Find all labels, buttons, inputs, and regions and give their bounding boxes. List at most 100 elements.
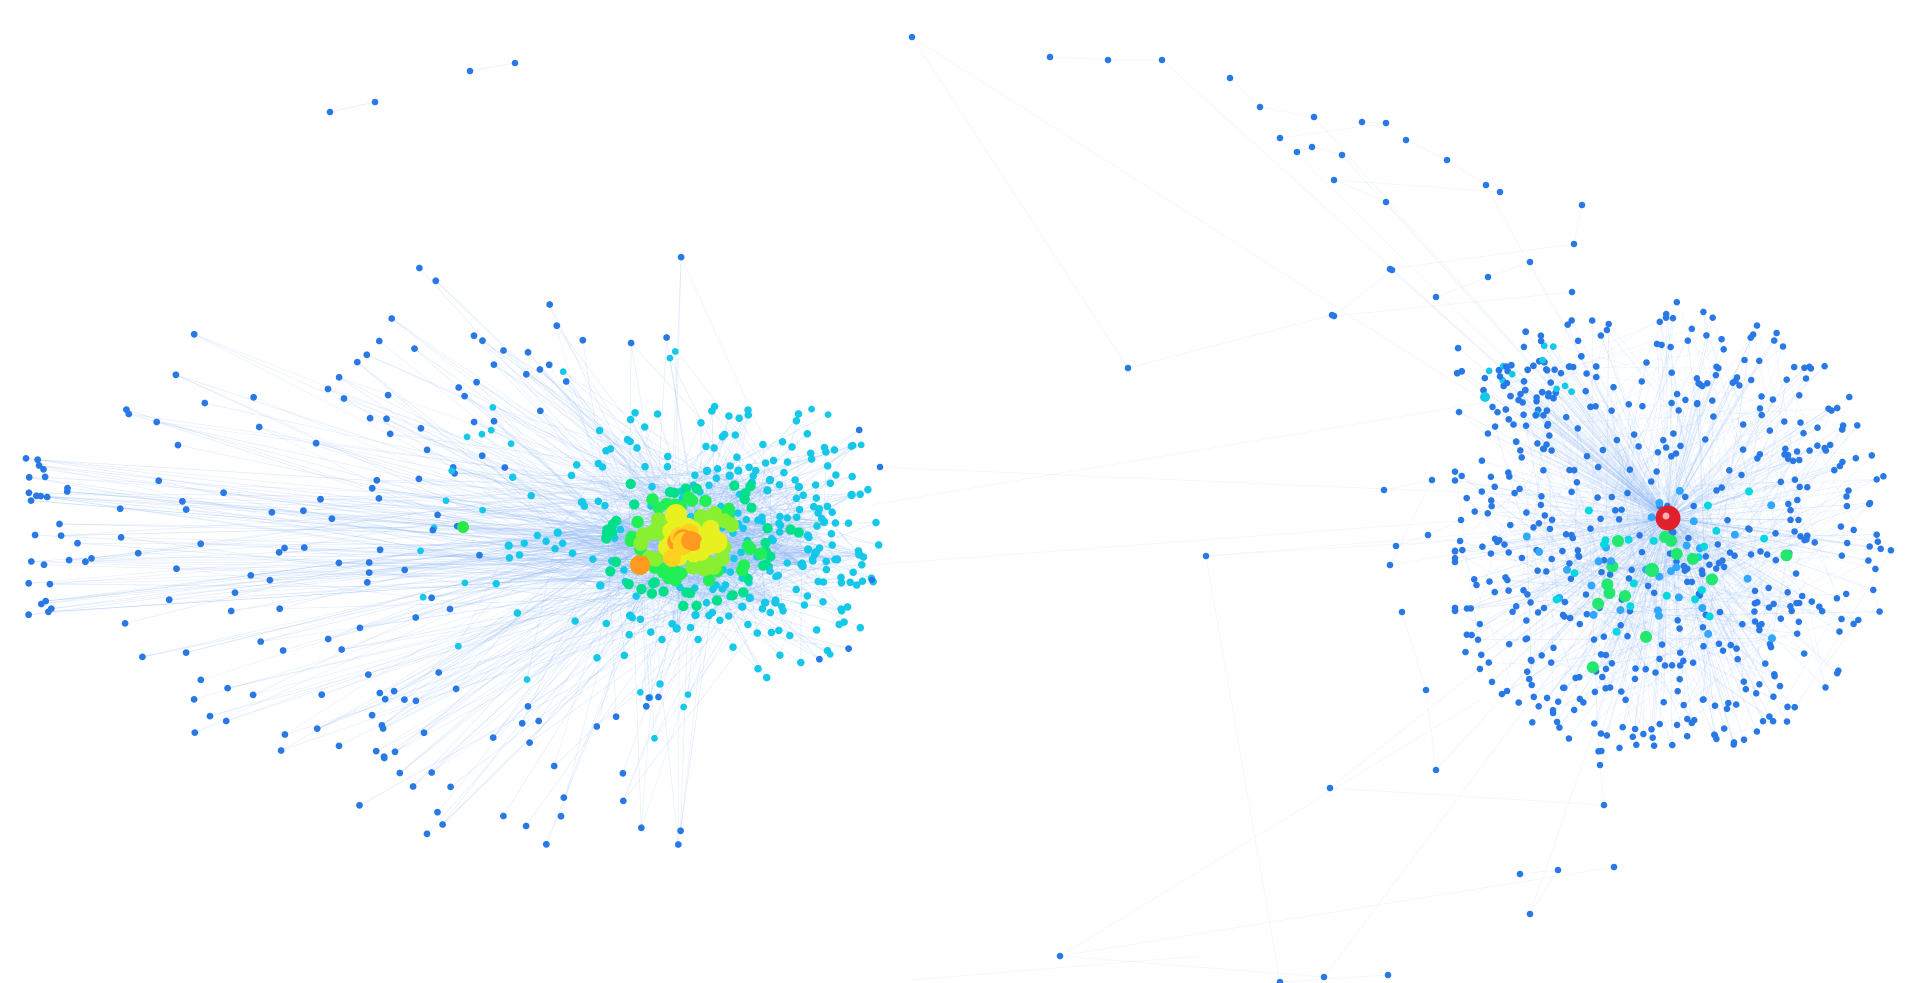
right-peripheral-node <box>1801 364 1808 372</box>
right-cluster-edge <box>1698 399 1774 594</box>
left-cluster-edge <box>692 541 817 631</box>
arc-edge <box>1446 159 1487 186</box>
right-cluster-edge <box>1571 452 1659 536</box>
left-peripheral-node <box>641 462 649 471</box>
left-core-edge <box>751 507 860 555</box>
right-peripheral-node <box>1505 640 1513 648</box>
right-cluster-edge <box>1634 517 1652 730</box>
right-peripheral-node <box>1855 616 1862 624</box>
left-peripheral-node <box>837 579 846 587</box>
right-peripheral-node <box>1481 374 1489 382</box>
right-cluster-edge <box>1703 549 1892 647</box>
right-peripheral-node <box>1613 436 1621 444</box>
right-cluster-edge <box>1628 556 1699 579</box>
right-core-node <box>1587 581 1596 590</box>
right-peripheral-node <box>1523 617 1530 624</box>
right-cluster-edge <box>1692 450 1827 663</box>
right-subcluster-edge <box>1541 391 1669 519</box>
right-peripheral-node <box>1470 576 1478 583</box>
left-peripheral-node <box>489 404 497 411</box>
left-peripheral-node <box>372 747 380 755</box>
left-peripheral-node <box>792 513 801 522</box>
left-cluster-edge <box>503 350 799 533</box>
right-cluster-edge <box>1601 517 1669 752</box>
left-peripheral-node <box>535 717 543 725</box>
right-cluster-edge <box>1595 406 1655 542</box>
right-peripheral-node <box>1702 553 1710 560</box>
left-peripheral-node <box>386 430 394 438</box>
left-cluster-edge <box>341 533 650 650</box>
left-core-node <box>738 602 747 611</box>
arc-node <box>1308 143 1316 151</box>
right-cluster-edge <box>1667 385 1740 519</box>
left-peripheral-node <box>602 619 611 628</box>
right-peripheral-node <box>1569 363 1577 371</box>
left-peripheral-node <box>388 315 396 322</box>
left-cluster-edge <box>120 508 509 546</box>
right-peripheral-node <box>1706 561 1713 568</box>
left-peripheral-node <box>663 334 670 341</box>
right-cluster-edge <box>1566 569 1774 722</box>
left-cluster-edge <box>492 407 559 533</box>
arc-node <box>1428 476 1436 484</box>
right-peripheral-node <box>1698 567 1706 574</box>
right-peripheral-node <box>1462 648 1469 656</box>
right-subcluster-node <box>1507 392 1514 400</box>
right-subcluster-edge <box>1555 392 1669 519</box>
right-cluster-edge <box>1606 329 1787 556</box>
right-peripheral-node <box>1684 578 1691 586</box>
right-peripheral-node <box>1711 702 1719 709</box>
left-peripheral-node <box>824 411 832 418</box>
right-subcluster-node <box>1538 388 1546 396</box>
right-cluster-edge <box>1536 313 1667 398</box>
left-cluster-edge <box>767 490 784 611</box>
right-peripheral-node <box>1719 647 1727 654</box>
left-peripheral-node <box>864 485 872 494</box>
left-cluster-edge <box>279 594 733 610</box>
right-peripheral-node <box>1703 332 1710 339</box>
right-cluster-edge <box>1698 535 1801 558</box>
left-peripheral-node <box>814 509 822 517</box>
left-core-node <box>746 502 757 513</box>
right-cluster-edge <box>1543 490 1681 609</box>
left-peripheral-node <box>489 734 497 741</box>
left-cluster-edge <box>85 534 644 563</box>
right-core-node <box>1629 579 1638 588</box>
left-cluster-edge <box>553 595 733 767</box>
right-cluster-edge <box>1487 433 1874 591</box>
left-hot-node <box>663 549 681 567</box>
left-cluster-edge <box>404 519 659 700</box>
right-cluster-edge <box>1501 595 1700 695</box>
right-peripheral-node <box>1845 487 1852 494</box>
left-cluster-edge <box>696 564 862 607</box>
right-peripheral-node <box>1476 665 1484 673</box>
left-peripheral-node <box>783 458 792 466</box>
right-cluster-edge <box>1667 517 1878 543</box>
arc-node <box>1104 56 1112 64</box>
left-cluster-edge <box>39 465 697 563</box>
left-cluster-edge <box>674 257 682 493</box>
left-cluster-edge <box>320 498 680 556</box>
right-cluster-edge <box>1585 594 1770 717</box>
right-peripheral-node <box>1676 625 1683 632</box>
right-peripheral-node <box>1685 534 1692 542</box>
left-peripheral-node <box>835 620 843 629</box>
left-cluster-edge <box>458 485 735 647</box>
right-peripheral-node <box>1599 446 1607 454</box>
right-peripheral-node <box>1704 380 1711 387</box>
right-cluster-edge <box>1527 517 1669 595</box>
left-core-node <box>681 531 701 551</box>
right-cluster-edge <box>1530 573 1797 661</box>
right-cluster-edge <box>1667 517 1795 532</box>
left-cluster-edge <box>39 465 674 538</box>
right-cluster-edge <box>1527 625 1760 673</box>
right-peripheral-node <box>1546 525 1554 533</box>
left-peripheral-node <box>412 614 420 621</box>
left-peripheral-node <box>125 410 133 418</box>
arc-node <box>1330 176 1338 184</box>
right-peripheral-node <box>1702 436 1709 443</box>
right-cluster-edge <box>1667 340 1775 519</box>
arc-node <box>1402 136 1410 144</box>
left-peripheral-node <box>523 676 531 683</box>
arc-edge <box>1205 555 1281 983</box>
